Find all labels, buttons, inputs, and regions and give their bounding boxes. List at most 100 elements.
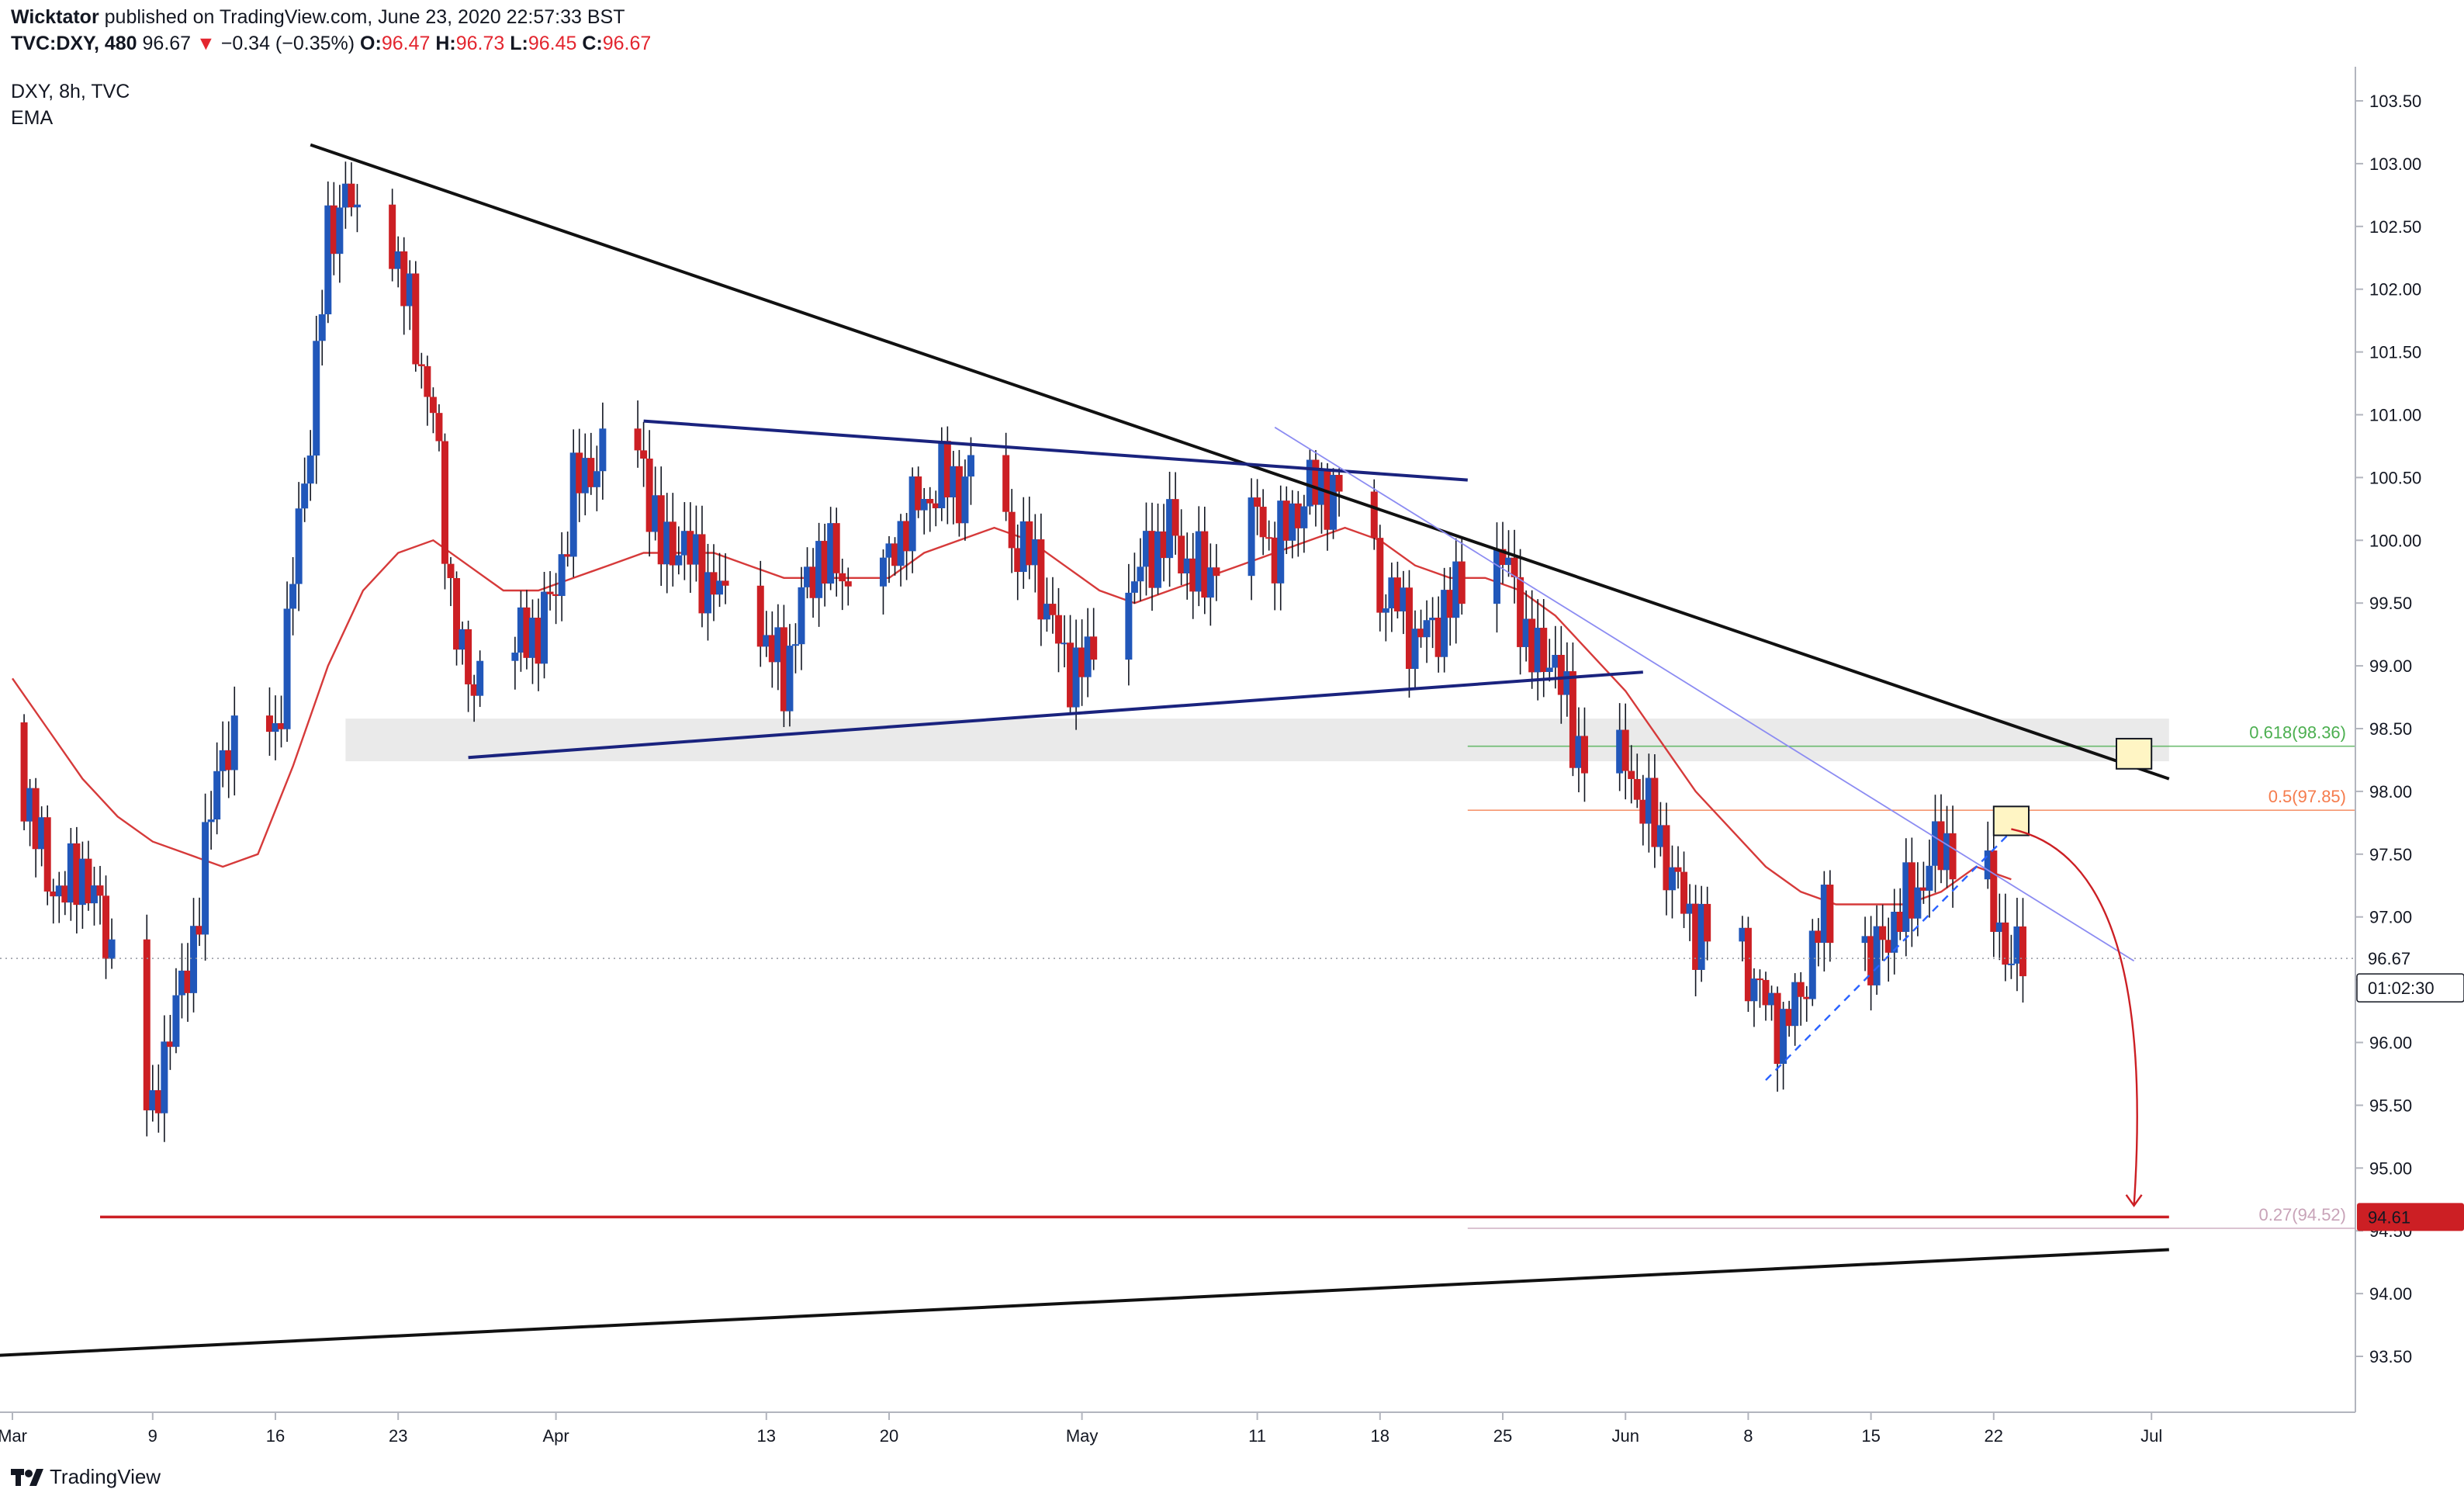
indicator-legend[interactable]: EMA bbox=[11, 107, 54, 129]
candle-down bbox=[465, 629, 472, 684]
candle-down bbox=[1704, 903, 1711, 942]
candle-down bbox=[523, 607, 531, 658]
time-tick-label: 8 bbox=[1743, 1426, 1753, 1446]
candle-up bbox=[1084, 636, 1092, 677]
candle-up bbox=[1686, 903, 1694, 914]
candle-up bbox=[1125, 592, 1133, 660]
price-tick-label: 97.50 bbox=[2369, 845, 2412, 864]
candle-up bbox=[1423, 620, 1431, 638]
price-tick-label: 95.00 bbox=[2369, 1158, 2412, 1178]
price-tick-label: 103.00 bbox=[2369, 154, 2421, 174]
candle-up bbox=[1493, 549, 1500, 604]
candle-down bbox=[1528, 618, 1536, 673]
candle-down bbox=[640, 450, 648, 459]
candle-up bbox=[1382, 608, 1389, 613]
author-name[interactable]: Wicktator bbox=[11, 6, 99, 28]
ema-path bbox=[12, 526, 2012, 906]
published-text: published on TradingView.com, June 23, 2… bbox=[104, 6, 625, 28]
tradingview-brand[interactable]: TradingView bbox=[11, 1465, 161, 1489]
candle-up bbox=[1820, 885, 1828, 944]
candle-up bbox=[55, 885, 63, 897]
low-label: L: bbox=[510, 33, 528, 54]
candle-up bbox=[1791, 982, 1799, 1027]
candle-up bbox=[652, 495, 659, 532]
candle-up bbox=[1563, 671, 1571, 695]
candle-down bbox=[1639, 799, 1647, 824]
candle-down bbox=[915, 476, 922, 511]
candle-up bbox=[272, 723, 279, 732]
time-tick-label: 11 bbox=[1248, 1426, 1266, 1446]
projection-arrow-head bbox=[2125, 1194, 2143, 1207]
candle-up bbox=[581, 458, 589, 494]
candle-down bbox=[1434, 618, 1442, 657]
candle-up bbox=[1183, 558, 1191, 573]
last-price: 96.67 bbox=[142, 33, 192, 54]
candle-up bbox=[1411, 629, 1419, 670]
candle-up bbox=[178, 970, 185, 996]
candle-up bbox=[161, 1041, 168, 1113]
symbol-label[interactable]: TVC:DXY, 480 bbox=[11, 33, 137, 54]
rising-dashed-line bbox=[1765, 830, 2012, 1081]
projection-arrow bbox=[2011, 828, 2138, 1206]
time-tick-label: 18 bbox=[1371, 1426, 1389, 1446]
candle-up bbox=[459, 629, 466, 650]
candle-up bbox=[1019, 521, 1027, 573]
tradingview-logo-icon bbox=[11, 1468, 43, 1486]
candle-down bbox=[546, 591, 554, 594]
down-arrow-icon: ▼ bbox=[196, 33, 216, 54]
candle-down bbox=[417, 364, 425, 366]
candle-up bbox=[1697, 903, 1705, 970]
candle-up bbox=[692, 534, 700, 565]
countdown-tag: 01:02:30 bbox=[2368, 978, 2435, 998]
candle-down bbox=[839, 573, 846, 582]
candle-up bbox=[172, 995, 180, 1048]
candle-down bbox=[1785, 1009, 1793, 1027]
candle-up bbox=[313, 341, 320, 456]
candle-down bbox=[1002, 455, 1010, 512]
time-tick-label: 20 bbox=[880, 1426, 898, 1446]
close-value: 96.67 bbox=[602, 33, 652, 54]
candle-down bbox=[1393, 577, 1401, 611]
candle-down bbox=[587, 458, 595, 487]
high-label: H: bbox=[435, 33, 456, 54]
candle-down bbox=[1540, 628, 1548, 673]
candle-down bbox=[891, 543, 899, 566]
candle-down bbox=[1171, 499, 1179, 536]
candle-down bbox=[687, 531, 694, 565]
candle-up bbox=[1739, 927, 1746, 942]
candle-down bbox=[1744, 927, 1752, 1002]
open-value: 96.47 bbox=[381, 33, 431, 54]
time-tick-label: 15 bbox=[1861, 1426, 1880, 1446]
candle-up bbox=[1061, 642, 1068, 645]
candle-down bbox=[1803, 996, 1811, 999]
candle-up bbox=[1984, 850, 1992, 880]
candle-up bbox=[1330, 475, 1338, 530]
last-price-tag: 96.67 bbox=[2368, 949, 2410, 968]
candle-up bbox=[938, 441, 946, 509]
time-tick-label: 9 bbox=[148, 1426, 157, 1446]
candle-down bbox=[1160, 531, 1168, 559]
candle-down bbox=[1774, 992, 1781, 1065]
candle-down bbox=[756, 585, 764, 647]
candle-down bbox=[1762, 979, 1770, 1006]
candle-up bbox=[283, 608, 291, 729]
candle-down bbox=[1937, 821, 1945, 871]
candle-up bbox=[1914, 887, 1922, 919]
candle-up bbox=[1130, 581, 1138, 593]
candle-up bbox=[897, 521, 905, 566]
candle-down bbox=[1557, 654, 1565, 695]
candle-up bbox=[1300, 506, 1308, 528]
candle-down bbox=[1049, 604, 1057, 615]
candle-down bbox=[1037, 539, 1045, 620]
price-tick-label: 102.00 bbox=[2369, 280, 2421, 300]
time-axis: Mar 9 16 23 Apr 13 20 May 11 18 25 Jun 8 15 22 Jul bbox=[0, 1411, 2355, 1446]
ascending-trendline bbox=[0, 1248, 2169, 1357]
candle-down bbox=[943, 441, 951, 497]
candle-down bbox=[844, 581, 852, 587]
candle-up bbox=[511, 653, 519, 661]
candle-down bbox=[1008, 511, 1016, 549]
series-legend[interactable]: DXY, 8h, TVC bbox=[11, 81, 130, 102]
candle-up bbox=[885, 543, 893, 558]
candle-down bbox=[1213, 567, 1220, 577]
